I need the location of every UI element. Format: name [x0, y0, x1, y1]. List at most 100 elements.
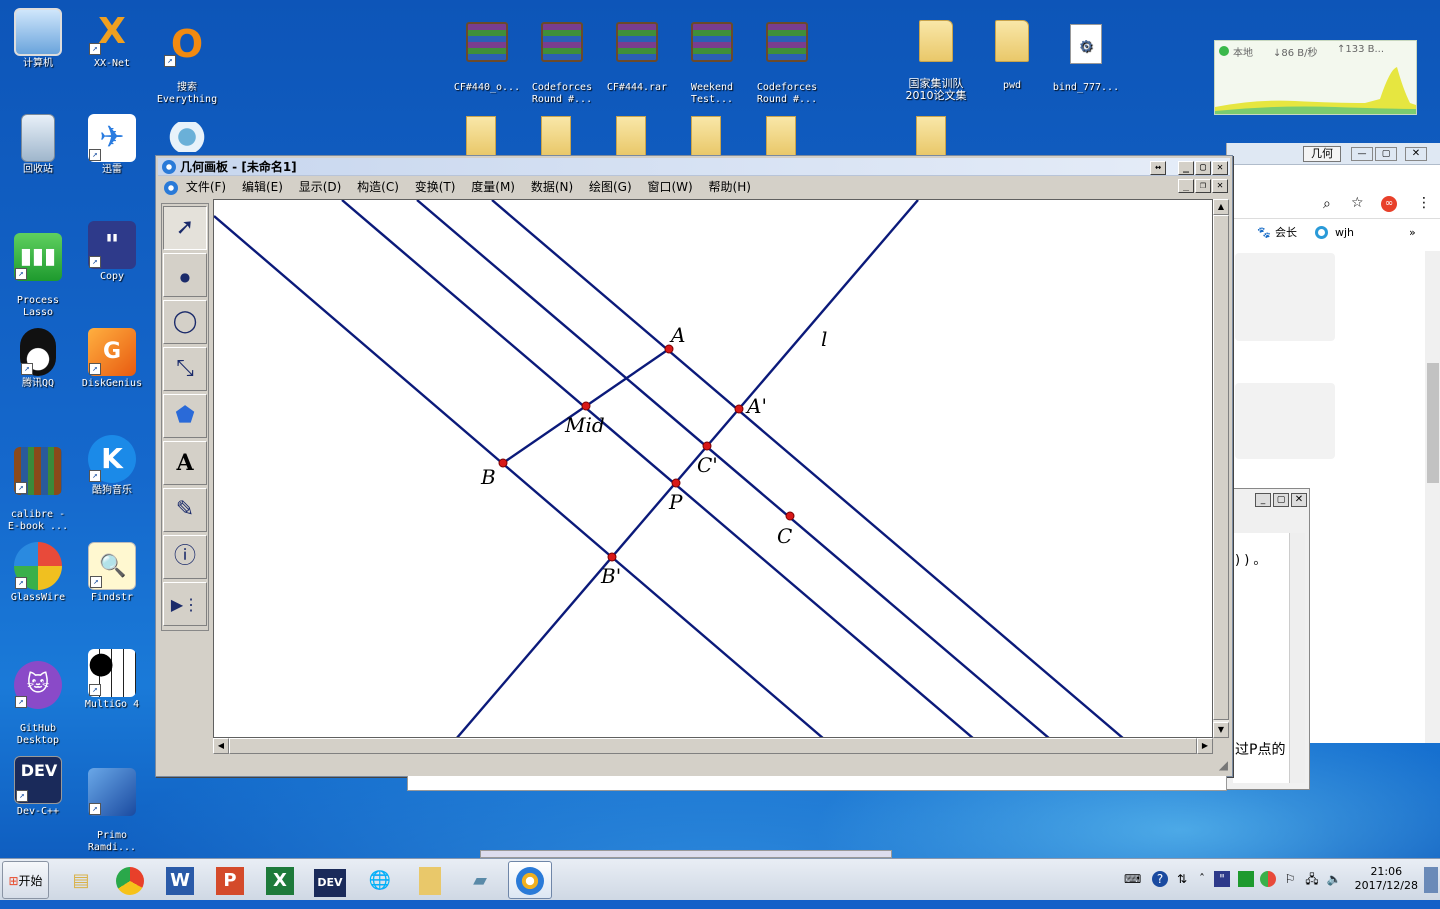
desktop-icon-qq[interactable]: ↗ 腾讯QQ: [0, 328, 76, 390]
close-icon[interactable]: ✕: [1405, 147, 1427, 161]
point-A[interactable]: [664, 344, 674, 354]
minimize-icon[interactable]: _: [1255, 493, 1271, 507]
desktop-icon-github[interactable]: 🐱 ↗ GitHub Desktop: [0, 649, 76, 759]
desktop-icon-eye[interactable]: [149, 122, 225, 154]
scroll-thumb[interactable]: [229, 738, 1197, 754]
doc-restore-icon[interactable]: ❐: [1195, 179, 1211, 193]
volume-icon[interactable]: 🔈: [1326, 872, 1342, 886]
point-Mid[interactable]: [581, 401, 591, 411]
taskbar-network[interactable]: 🌐: [358, 861, 402, 899]
desktop-file-3[interactable]: CF#444.rar: [599, 10, 675, 106]
line-through-C[interactable]: [416, 200, 1050, 738]
line-l[interactable]: [456, 200, 919, 738]
minimize-icon[interactable]: —: [1351, 147, 1373, 161]
folder-icon[interactable]: [766, 116, 796, 156]
desktop-icon-everything[interactable]: O ↗ 搜索 Everything: [149, 8, 225, 118]
compass-tool[interactable]: ◯: [163, 300, 207, 344]
polygon-tool[interactable]: ⬟: [163, 394, 207, 438]
sketch-canvas[interactable]: A Mid B A' C' P B' C l: [213, 199, 1213, 738]
window-titlebar[interactable]: 几何画板 - [未命名1] ↔ _ ▢ ✕: [158, 158, 1230, 176]
scroll-down-icon[interactable]: ▼: [1213, 722, 1229, 738]
scroll-up-icon[interactable]: ▲: [1213, 199, 1229, 215]
flag-icon[interactable]: ⚐: [1284, 872, 1296, 886]
geometry-drawing[interactable]: A Mid B A' C' P B' C l: [214, 200, 1213, 738]
resize-grip-icon[interactable]: ◢: [1218, 758, 1228, 772]
desktop-icon-devcpp[interactable]: DEV ↗ Dev-C++: [0, 756, 76, 818]
folder-icon[interactable]: [691, 116, 721, 156]
menu-file[interactable]: 文件(F): [185, 180, 227, 194]
network-icon[interactable]: 🖧: [1305, 872, 1319, 886]
doc-close-icon[interactable]: ✕: [1212, 179, 1228, 193]
menu-edit[interactable]: 编辑(E): [241, 180, 283, 194]
desktop-icon-xunlei[interactable]: ✈ ↗ 迅雷: [74, 114, 150, 176]
desktop-icon-diskgenius[interactable]: G ↗ DiskGenius: [74, 328, 150, 390]
straightedge-tool[interactable]: ⤡: [163, 347, 207, 391]
glasswire-tray-icon[interactable]: [1260, 871, 1276, 887]
line-through-Mid[interactable]: [341, 200, 974, 738]
point-C[interactable]: [785, 511, 795, 521]
folder-icon[interactable]: [466, 116, 496, 156]
menu-window[interactable]: 窗口(W): [647, 180, 693, 194]
information-tool[interactable]: ⓘ: [163, 535, 207, 579]
sketchpad-window[interactable]: 几何画板 - [未命名1] ↔ _ ▢ ✕ 文件(F) 编辑(E) 显示(D) …: [155, 155, 1233, 777]
browser-scrollbar[interactable]: [1425, 251, 1440, 743]
desktop-icon-process-lasso[interactable]: ▮▮▮ ↗ Process Lasso: [0, 221, 76, 331]
scroll-right-icon[interactable]: ▶: [1197, 738, 1213, 754]
desktop-icon-kugou[interactable]: K ↗ 酷狗音乐: [74, 435, 150, 497]
desktop-icon-calibre[interactable]: ↗ calibre - E-book ...: [0, 435, 76, 545]
folder-icon[interactable]: [916, 116, 946, 156]
extension-icon[interactable]: ∞: [1381, 196, 1397, 212]
folder-icon[interactable]: [541, 116, 571, 156]
custom-tool[interactable]: ▶⋮: [163, 582, 207, 626]
start-button[interactable]: ⊞开始: [2, 861, 49, 899]
desktop-file-5[interactable]: Codeforces Round #...: [749, 10, 825, 118]
selection-arrow-tool[interactable]: ➚: [163, 206, 207, 250]
copy-app-icon[interactable]: ": [1214, 871, 1230, 887]
desktop-file-6[interactable]: 国家集训队 2010论文集: [898, 8, 974, 114]
zoom-icon[interactable]: ⌕: [1323, 196, 1331, 212]
line-through-B[interactable]: [214, 215, 824, 738]
menu-data[interactable]: 数据(N): [530, 180, 574, 194]
taskbar-word[interactable]: W: [158, 861, 202, 899]
keyboard-icon[interactable]: ⌨: [1124, 872, 1142, 886]
desktop-file-8[interactable]: ⚙ bind_777...: [1048, 12, 1124, 106]
taskbar-excel[interactable]: X: [258, 861, 302, 899]
point-B-prime[interactable]: [607, 552, 617, 562]
menu-display[interactable]: 显示(D): [298, 180, 342, 194]
label-C-prime[interactable]: C': [697, 453, 718, 477]
clock[interactable]: 21:06 2017/12/28: [1355, 865, 1418, 893]
folder-icon[interactable]: [616, 116, 646, 156]
desktop-file-4[interactable]: Weekend Test...: [674, 10, 750, 118]
minimize-icon[interactable]: _: [1178, 161, 1194, 175]
taskbar-powerpoint[interactable]: P: [208, 861, 252, 899]
point-A-prime[interactable]: [734, 404, 744, 414]
taskbar-folder[interactable]: [408, 861, 452, 899]
browser-tab-chip[interactable]: 几何: [1303, 146, 1341, 162]
scroll-thumb[interactable]: [1213, 215, 1229, 720]
menu-help[interactable]: 帮助(H): [708, 180, 751, 194]
taskbar-notes[interactable]: ▰: [458, 861, 502, 899]
menu-construct[interactable]: 构造(C): [357, 180, 399, 194]
taskbar-chrome[interactable]: [108, 861, 152, 899]
menu-transform[interactable]: 变换(T): [414, 180, 456, 194]
menu-measure[interactable]: 度量(M): [471, 180, 515, 194]
point-C-prime[interactable]: [702, 441, 712, 451]
label-A[interactable]: A: [669, 323, 685, 347]
taskbar-devcpp[interactable]: DEV: [308, 861, 352, 899]
desktop-file-1[interactable]: CF#440_o...: [449, 10, 525, 106]
scroll-left-icon[interactable]: ◀: [213, 738, 229, 754]
label-P[interactable]: P: [668, 490, 683, 514]
scroll-thumb[interactable]: [1427, 363, 1439, 483]
label-B-prime[interactable]: B': [600, 564, 621, 588]
menu-dots-icon[interactable]: ⋮: [1417, 195, 1431, 211]
help-icon[interactable]: ?: [1152, 871, 1168, 887]
label-C[interactable]: C: [777, 524, 792, 548]
point-B[interactable]: [498, 458, 508, 468]
maximize-icon[interactable]: ▢: [1195, 161, 1211, 175]
vertical-scrollbar[interactable]: ▲ ▼: [1213, 199, 1229, 738]
taskbar-explorer[interactable]: ▤: [59, 861, 103, 899]
desktop-icon-recycle[interactable]: 回收站: [0, 114, 76, 176]
desktop-icon-multigo[interactable]: ● ↗ MultiGo 4: [74, 649, 150, 711]
doc-minimize-icon[interactable]: _: [1178, 179, 1194, 193]
browser-address-bar[interactable]: ⌕ ☆ ∞ ⋮: [1227, 191, 1440, 219]
